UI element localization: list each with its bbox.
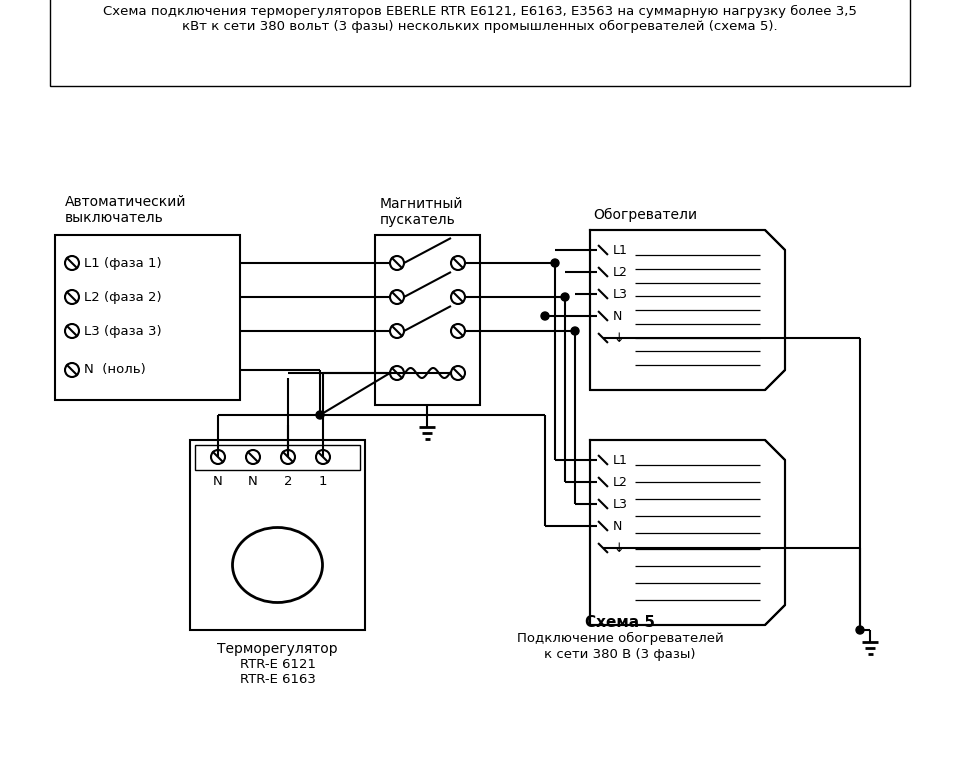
Text: L3: L3 bbox=[613, 497, 628, 510]
Text: 1: 1 bbox=[319, 475, 328, 488]
Text: L1 (фаза 1): L1 (фаза 1) bbox=[84, 257, 161, 269]
Text: L3 (фаза 3): L3 (фаза 3) bbox=[84, 325, 161, 338]
Bar bbox=[190, 440, 365, 630]
Text: L3: L3 bbox=[613, 288, 628, 301]
Text: L2: L2 bbox=[613, 475, 628, 488]
Text: Автоматический
выключатель: Автоматический выключатель bbox=[65, 195, 186, 225]
Text: RTR-E 6163: RTR-E 6163 bbox=[239, 673, 315, 686]
Text: L1: L1 bbox=[613, 453, 628, 466]
Text: L2 (фаза 2): L2 (фаза 2) bbox=[84, 291, 161, 304]
Polygon shape bbox=[590, 440, 785, 625]
Text: Схема подключения терморегуляторов EBERLE RTR E6121, E6163, E3563 на суммарную н: Схема подключения терморегуляторов EBERL… bbox=[103, 5, 857, 33]
Text: ↓: ↓ bbox=[613, 541, 624, 554]
Text: Обогреватели: Обогреватели bbox=[593, 208, 697, 222]
Text: N: N bbox=[613, 310, 623, 322]
Polygon shape bbox=[590, 230, 785, 390]
Circle shape bbox=[571, 327, 579, 335]
Text: N  (ноль): N (ноль) bbox=[84, 363, 146, 376]
Bar bbox=[55, 235, 240, 400]
Text: L2: L2 bbox=[613, 266, 628, 279]
Text: N: N bbox=[613, 519, 623, 532]
Circle shape bbox=[551, 259, 559, 267]
Text: Схема 5: Схема 5 bbox=[585, 615, 655, 630]
Text: L1: L1 bbox=[613, 244, 628, 257]
Text: 2: 2 bbox=[283, 475, 292, 488]
Circle shape bbox=[856, 626, 864, 634]
Text: N: N bbox=[213, 475, 223, 488]
Circle shape bbox=[541, 312, 549, 320]
Text: Магнитный
пускатель: Магнитный пускатель bbox=[380, 197, 463, 227]
Text: N: N bbox=[248, 475, 258, 488]
Bar bbox=[375, 235, 480, 405]
Text: Терморегулятор: Терморегулятор bbox=[217, 642, 338, 656]
Text: Подключение обогревателей: Подключение обогревателей bbox=[517, 632, 724, 645]
Circle shape bbox=[561, 293, 569, 301]
Text: RTR-E 6121: RTR-E 6121 bbox=[239, 658, 315, 671]
Circle shape bbox=[316, 411, 324, 419]
Bar bbox=[195, 445, 360, 470]
Text: ↓: ↓ bbox=[613, 332, 624, 344]
Text: к сети 380 В (3 фазы): к сети 380 В (3 фазы) bbox=[544, 648, 696, 661]
